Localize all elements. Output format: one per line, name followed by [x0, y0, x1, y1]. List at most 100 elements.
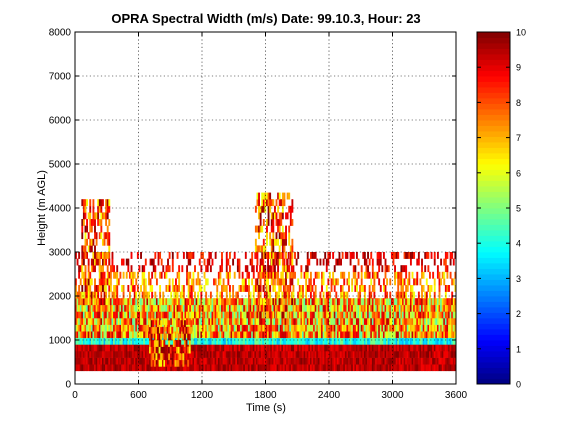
heatmap-cell	[119, 271, 122, 279]
heatmap-cell	[155, 278, 158, 286]
heatmap-cell	[405, 265, 408, 273]
heatmap-cell	[270, 258, 273, 266]
heatmap-cell	[198, 331, 201, 339]
heatmap-cell	[363, 344, 366, 352]
heatmap-cell	[435, 344, 438, 352]
heatmap-cell	[195, 318, 198, 325]
heatmap-cell	[384, 351, 387, 358]
heatmap-cell	[252, 357, 255, 365]
heatmap-cell	[397, 304, 400, 312]
heatmap-cell	[367, 351, 369, 358]
heatmap-cell	[103, 212, 106, 220]
heatmap-cell	[251, 324, 254, 332]
heatmap-cell	[175, 344, 177, 352]
heatmap-cell	[271, 331, 274, 339]
colorbar-segment	[477, 213, 510, 220]
heatmap-cell	[390, 344, 393, 352]
heatmap-cell	[98, 285, 101, 292]
heatmap-cell	[308, 357, 311, 365]
heatmap-cell	[390, 324, 393, 332]
heatmap-cell	[243, 304, 246, 312]
heatmap-cell	[141, 324, 144, 332]
heatmap-cell	[378, 331, 381, 339]
heatmap-cell	[235, 344, 238, 352]
heatmap-cell	[379, 258, 382, 266]
heatmap-cell	[282, 285, 285, 292]
heatmap-cell	[379, 337, 382, 345]
heatmap-cell	[427, 311, 430, 319]
heatmap-cell	[287, 337, 290, 345]
heatmap-cell	[351, 252, 354, 259]
heatmap-cell	[267, 285, 270, 292]
heatmap-cell	[143, 351, 146, 358]
heatmap-cell	[109, 318, 112, 325]
heatmap-cell	[371, 318, 374, 325]
heatmap-cell	[283, 265, 286, 273]
heatmap-cell	[313, 331, 316, 339]
heatmap-cell	[340, 324, 342, 332]
heatmap-cell	[348, 364, 350, 372]
heatmap-cell	[314, 311, 317, 319]
heatmap-cell	[208, 357, 211, 365]
colorbar-segment	[477, 219, 510, 225]
heatmap-cell	[79, 291, 82, 299]
heatmap-cell	[82, 291, 85, 299]
heatmap-cell	[84, 298, 87, 306]
heatmap-cell	[386, 324, 389, 332]
heatmap-cell	[216, 351, 219, 358]
heatmap-cell	[173, 318, 176, 325]
heatmap-cell	[335, 351, 338, 358]
heatmap-cell	[117, 351, 120, 358]
heatmap-cell	[125, 337, 128, 345]
heatmap-cell	[343, 331, 346, 339]
heatmap-cell	[95, 344, 98, 352]
heatmap-cell	[230, 351, 233, 358]
heatmap-cell	[261, 245, 264, 253]
heatmap-cell	[267, 219, 270, 226]
colorbar-segment	[477, 81, 510, 88]
heatmap-cell	[397, 278, 400, 286]
heatmap-cell	[185, 340, 188, 347]
heatmap-cell	[308, 278, 311, 286]
heatmap-cell	[254, 351, 257, 358]
colorbar-segment	[477, 147, 510, 154]
heatmap-cell	[82, 357, 85, 365]
heatmap-cell	[208, 344, 211, 352]
heatmap-cell	[148, 337, 150, 345]
heatmap-cell	[444, 337, 447, 345]
heatmap-cell	[298, 364, 301, 372]
heatmap-cell	[262, 258, 265, 266]
heatmap-cell	[95, 252, 98, 259]
heatmap-cell	[430, 304, 433, 312]
heatmap-cell	[408, 364, 411, 372]
heatmap-cell	[449, 331, 452, 339]
heatmap-cell	[108, 278, 111, 286]
heatmap-cell	[135, 344, 138, 352]
heatmap-cell	[357, 351, 360, 358]
heatmap-cell	[106, 225, 109, 233]
heatmap-cell	[425, 298, 428, 306]
heatmap-cell	[405, 357, 408, 365]
colorbar-segment	[477, 65, 510, 71]
heatmap-cell	[144, 344, 147, 352]
heatmap-cell	[359, 298, 362, 306]
heatmap-cell	[338, 318, 341, 325]
heatmap-cell	[448, 364, 450, 372]
heatmap-cell	[368, 318, 371, 325]
heatmap-cell	[149, 285, 152, 292]
heatmap-cell	[170, 311, 173, 319]
heatmap-cell	[294, 304, 296, 312]
heatmap-cell	[195, 311, 198, 319]
heatmap-cell	[224, 364, 227, 372]
heatmap-cell	[165, 265, 168, 273]
heatmap-cell	[427, 298, 430, 306]
heatmap-cell	[259, 298, 262, 306]
heatmap-cell	[322, 337, 325, 345]
heatmap-cell	[314, 304, 317, 312]
heatmap-cell	[378, 351, 381, 358]
heatmap-cells	[75, 192, 457, 372]
heatmap-cell	[130, 364, 133, 372]
heatmap-cell	[90, 238, 93, 246]
heatmap-cell	[352, 311, 355, 319]
